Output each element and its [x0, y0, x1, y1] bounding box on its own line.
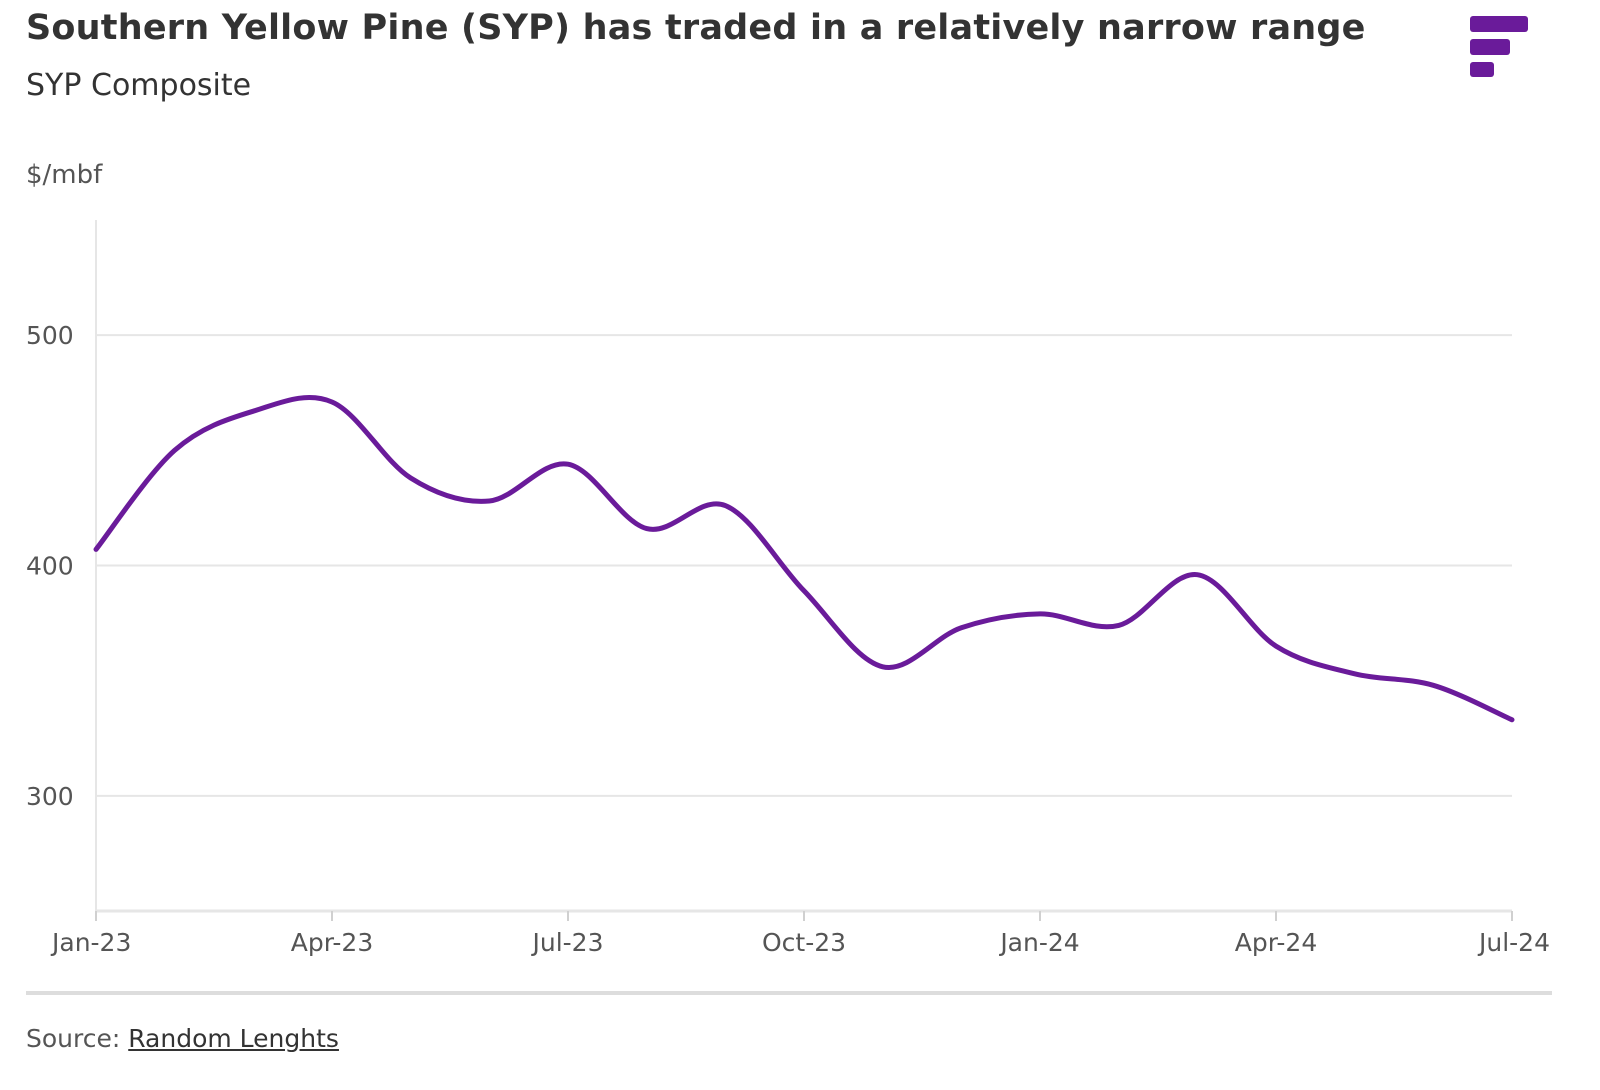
chart-subtitle: SYP Composite	[26, 68, 252, 103]
axis-layer	[95, 220, 1513, 921]
footer-divider	[26, 991, 1552, 995]
x-tick-label: Apr-24	[1235, 928, 1317, 957]
x-tick-label: Oct-23	[762, 928, 846, 957]
x-tick-label: Jul-23	[531, 928, 604, 957]
y-tick-label: 400	[26, 552, 74, 581]
chart-title: Southern Yellow Pine (SYP) has traded in…	[26, 8, 1366, 48]
logo-bar-middle	[1470, 39, 1510, 55]
x-tick-label: Jan-24	[998, 928, 1079, 957]
logo-bar-bottom	[1470, 62, 1494, 77]
grid-layer	[96, 334, 1512, 797]
x-tick-label: Apr-23	[291, 928, 373, 957]
line-chart: 300 400 500 Jan-23 Apr-23 Jul-23 Oct-23 Jan-24 A…	[26, 220, 1550, 957]
series-line-syp-composite	[93, 395, 1515, 723]
source-label: Source:	[26, 1024, 129, 1053]
x-tick-label: Jan-23	[50, 928, 131, 957]
label-layer: 300 400 500 Jan-23 Apr-23 Jul-23 Oct-23 Jan-24 A…	[26, 321, 1550, 957]
x-tick-label: Jul-24	[1477, 928, 1550, 957]
y-tick-label: 300	[26, 782, 74, 811]
source-note: Source: Random Lenghts	[26, 1024, 339, 1053]
logo-bar-top	[1470, 16, 1528, 32]
series-layer	[93, 395, 1515, 723]
source-link[interactable]: Random Lenghts	[128, 1024, 339, 1053]
brand-logo-icon[interactable]	[1470, 14, 1530, 80]
y-tick-label: 500	[26, 321, 74, 350]
y-axis-label: $/mbf	[26, 160, 103, 190]
